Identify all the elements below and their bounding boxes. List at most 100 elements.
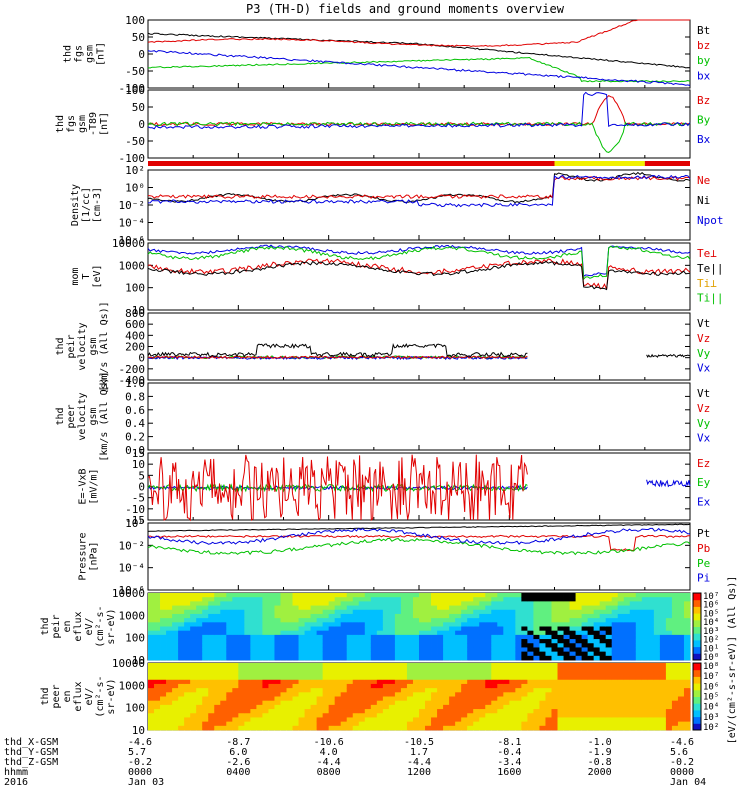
spectro-cell bbox=[449, 663, 456, 668]
spectro-cell bbox=[310, 618, 318, 623]
spectro-cell bbox=[394, 609, 402, 615]
spectro-cell bbox=[605, 647, 613, 653]
spectro-cell bbox=[569, 700, 576, 706]
spectro-cell bbox=[286, 622, 293, 627]
spectro-cell bbox=[238, 704, 245, 710]
spectro-cell bbox=[316, 679, 324, 685]
spectro-cell bbox=[250, 622, 257, 627]
spectro-cell bbox=[166, 655, 173, 661]
spectro-cell bbox=[563, 667, 570, 672]
spectro-cell bbox=[328, 655, 336, 661]
spectro-cell bbox=[316, 671, 324, 676]
spectro-cell bbox=[184, 721, 191, 727]
spectro-cell bbox=[551, 634, 558, 640]
spectro-cell bbox=[437, 671, 444, 676]
spectro-cell bbox=[557, 618, 564, 623]
spectro-cell bbox=[455, 704, 462, 710]
spectro-cell bbox=[166, 601, 173, 606]
spectro-cell bbox=[473, 717, 480, 723]
spectro-cell bbox=[677, 609, 685, 615]
spectro-cell bbox=[232, 647, 239, 653]
spectro-cell bbox=[298, 634, 305, 640]
spectro-cell bbox=[220, 709, 227, 714]
spectro-cell bbox=[196, 597, 203, 602]
y-tick-label: 400 bbox=[125, 329, 145, 342]
spectro-cell bbox=[220, 679, 227, 685]
spectro-cell bbox=[160, 667, 167, 672]
spectro-cell bbox=[262, 613, 269, 619]
spectro-cell bbox=[328, 609, 336, 615]
spectro-cell bbox=[382, 696, 390, 702]
spectro-cell bbox=[527, 704, 534, 710]
spectro-cell bbox=[412, 630, 420, 636]
spectro-cell bbox=[364, 630, 372, 636]
spectro-cell bbox=[563, 692, 570, 697]
spectro-cell bbox=[491, 622, 498, 627]
spectro-cell bbox=[473, 643, 480, 648]
spectro-cell bbox=[569, 609, 576, 615]
spectro-cell bbox=[533, 613, 540, 619]
spectro-cell bbox=[641, 671, 649, 676]
spectro-cell bbox=[569, 655, 576, 661]
spectro-cell bbox=[587, 622, 595, 627]
spectro-cell bbox=[563, 671, 570, 676]
spectro-cell bbox=[587, 609, 595, 615]
spectro-cell bbox=[370, 593, 378, 598]
spectro-cell bbox=[491, 639, 498, 644]
spectro-cell bbox=[184, 696, 191, 702]
spectro-cell bbox=[256, 618, 263, 623]
spectro-cell bbox=[334, 700, 342, 706]
spectro-cell bbox=[364, 700, 372, 706]
spectro-cell bbox=[400, 609, 408, 615]
spectro-cell bbox=[665, 597, 673, 602]
spectro-cell bbox=[527, 692, 534, 697]
spectro-cell bbox=[328, 713, 336, 718]
spectro-cell bbox=[641, 593, 649, 598]
spectro-cell bbox=[160, 622, 167, 627]
spectro-cell bbox=[394, 667, 402, 672]
spectro-cell bbox=[304, 609, 311, 615]
spectro-cell bbox=[382, 618, 390, 623]
spectro-cell bbox=[551, 683, 558, 689]
spectro-cell bbox=[479, 679, 486, 685]
spectro-cell bbox=[346, 597, 354, 602]
spectro-cell bbox=[569, 679, 576, 685]
spectro-cell bbox=[190, 709, 197, 714]
spectro-cell bbox=[226, 667, 233, 672]
colorbar-tick-label: 10⁶ bbox=[703, 601, 719, 611]
spectro-cell bbox=[406, 717, 414, 723]
spectro-cell bbox=[244, 626, 251, 632]
spectro-cell bbox=[322, 622, 330, 627]
spectro-cell bbox=[286, 643, 293, 648]
spectro-cell bbox=[220, 626, 227, 632]
spectro-cell bbox=[238, 692, 245, 697]
spectro-cell bbox=[437, 696, 444, 702]
legend-entry: Ne bbox=[697, 174, 710, 187]
spectro-cell bbox=[298, 630, 305, 636]
spectro-cell bbox=[322, 651, 330, 657]
spectro-cell bbox=[268, 626, 275, 632]
spectro-cell bbox=[346, 713, 354, 718]
spectro-cell bbox=[406, 593, 414, 598]
spectro-cell bbox=[605, 667, 613, 672]
spectro-cell bbox=[364, 655, 372, 661]
spectro-cell bbox=[262, 655, 269, 661]
spectro-cell bbox=[364, 683, 372, 689]
spectro-cell bbox=[503, 688, 510, 693]
legend-entry: Bz bbox=[697, 94, 710, 107]
spectro-cell bbox=[370, 721, 378, 727]
spectro-cell bbox=[623, 593, 631, 598]
spectro-cell bbox=[334, 713, 342, 718]
spectro-cell bbox=[214, 593, 221, 598]
spectro-cell bbox=[274, 721, 281, 727]
spectro-cell bbox=[148, 639, 155, 644]
spectro-cell bbox=[244, 692, 251, 697]
spectro-cell bbox=[509, 651, 516, 657]
spectro-cell bbox=[491, 667, 498, 672]
spectro-cell bbox=[328, 622, 336, 627]
spectro-cell bbox=[431, 655, 438, 661]
spectro-cell bbox=[394, 622, 402, 627]
spectro-cell bbox=[250, 593, 257, 598]
legend-entry: by bbox=[697, 54, 711, 67]
spectro-cell bbox=[352, 709, 360, 714]
